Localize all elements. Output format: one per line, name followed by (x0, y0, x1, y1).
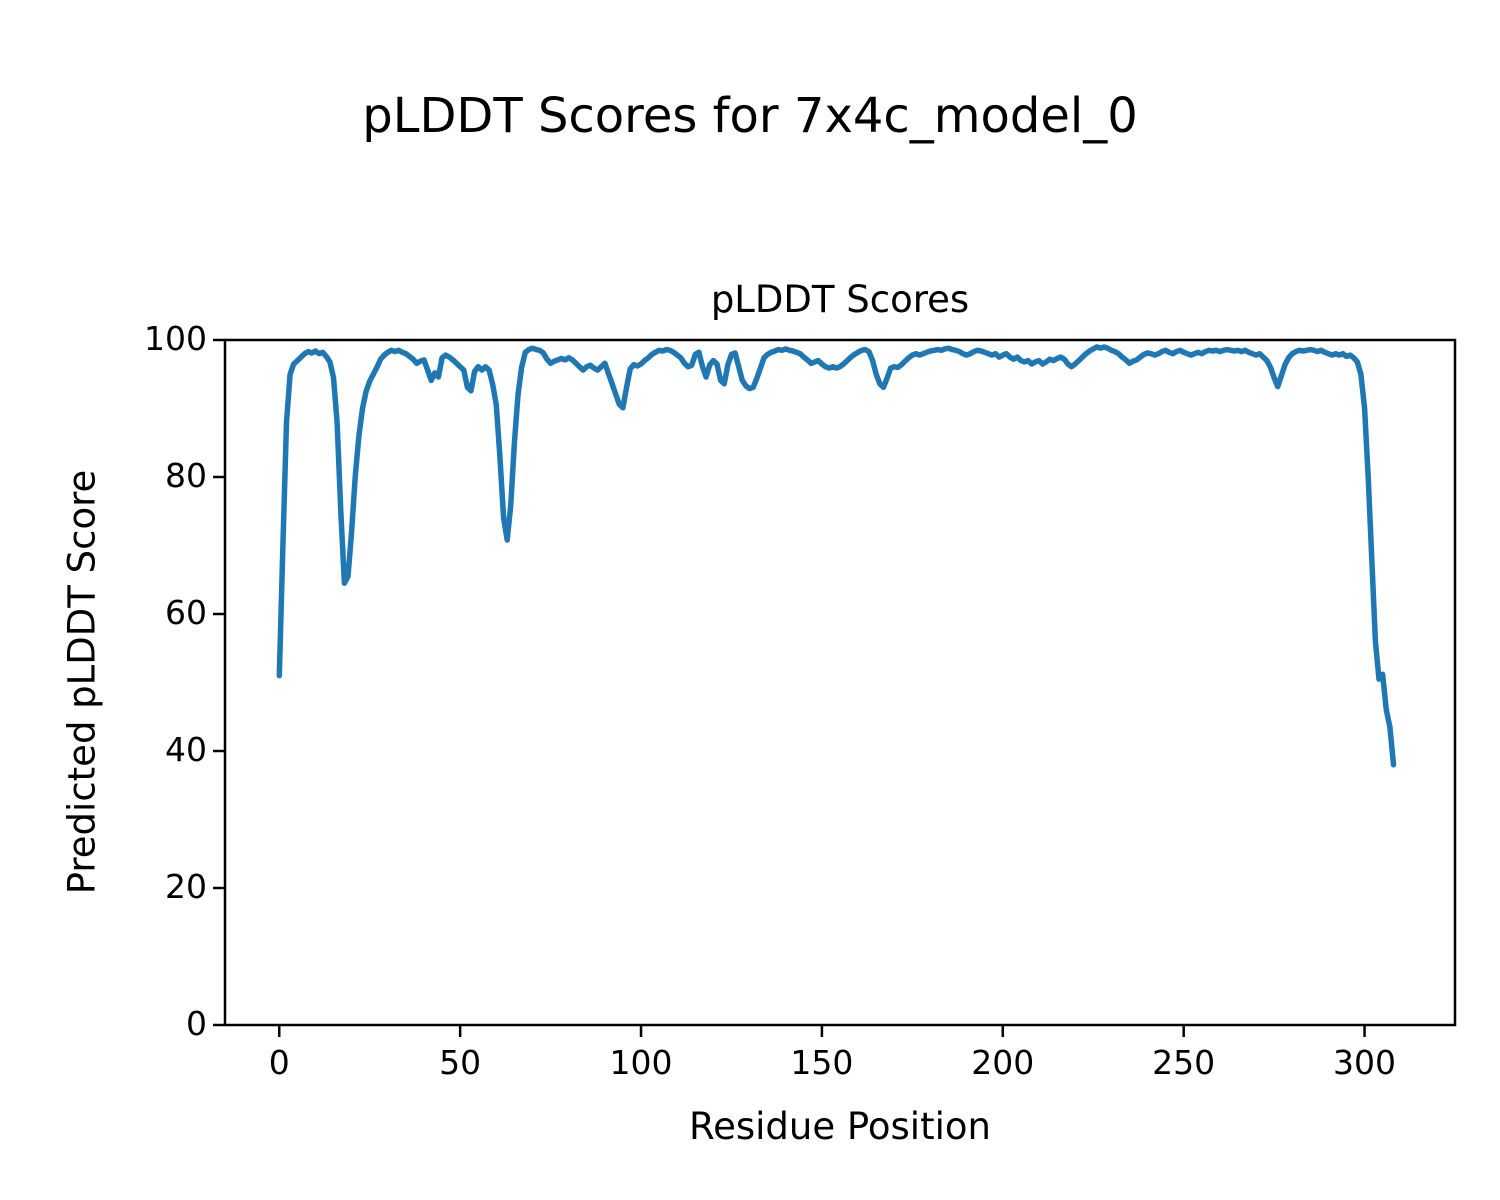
line-series (276, 344, 1397, 768)
axes-title: pLDDT Scores (710, 278, 970, 321)
y-tick-label: 60 (165, 592, 207, 632)
y-tick-label: 40 (165, 729, 207, 769)
y-tick-label: 0 (186, 1003, 207, 1043)
y-tick-label: 80 (165, 455, 207, 495)
y-tick-label: 20 (165, 866, 207, 906)
figure-title: pLDDT Scores for 7x4c_model_0 (362, 88, 1138, 144)
x-tick-label: 200 (971, 1043, 1035, 1082)
plddt-line (276, 344, 1397, 768)
axes-frame (223, 338, 1457, 1027)
x-tick-label: 50 (439, 1043, 482, 1082)
x-tick-label: 0 (268, 1043, 290, 1082)
x-tick-label: 300 (1333, 1043, 1397, 1082)
y-tick-label: 100 (144, 318, 207, 358)
axis-ticks (213, 338, 1366, 1037)
x-tick-label: 250 (1152, 1043, 1216, 1082)
x-tick-label: 100 (609, 1043, 673, 1082)
x-tick-label: 150 (790, 1043, 854, 1082)
x-axis-label: Residue Position (689, 1105, 991, 1148)
